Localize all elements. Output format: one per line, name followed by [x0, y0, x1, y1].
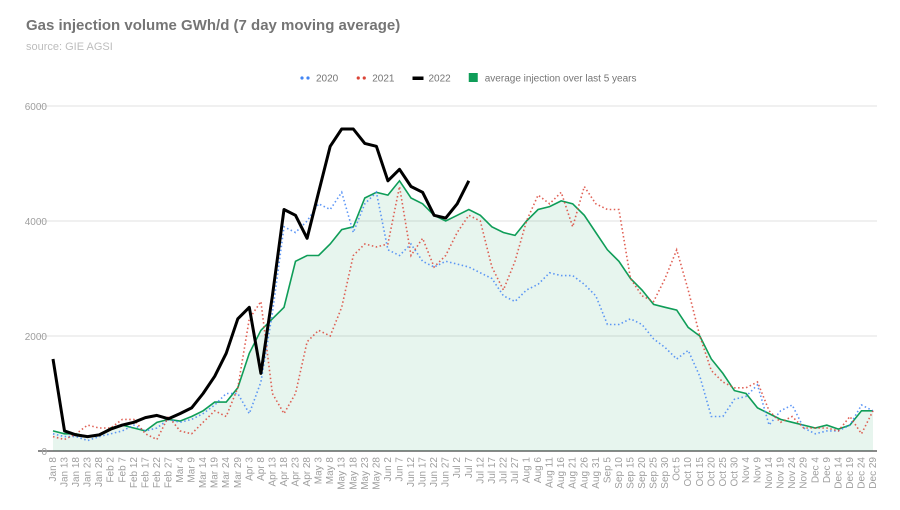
x-tick-label: Apr 13 — [267, 457, 278, 487]
x-tick-label: Jun 17 — [418, 457, 429, 487]
x-tick-label: Oct 5 — [672, 457, 683, 481]
x-tick-label: Dec 14 — [833, 457, 844, 489]
x-tick-label: May 13 — [337, 457, 348, 490]
y-tick-label: 2000 — [25, 332, 48, 343]
x-tick-label: Apr 23 — [291, 457, 302, 487]
x-tick-label: Oct 15 — [695, 457, 706, 487]
x-tick-label: Mar 19 — [210, 457, 221, 489]
x-tick-label: Dec 29 — [868, 457, 879, 489]
x-tick-label: Feb 27 — [163, 457, 174, 489]
x-tick-label: Jul 12 — [475, 457, 486, 484]
x-tick-label: Jun 22 — [429, 457, 440, 487]
x-tick-label: Aug 21 — [568, 457, 579, 489]
y-tick-label: 6000 — [25, 102, 48, 113]
x-tick-label: Aug 1 — [522, 457, 533, 484]
x-tick-label: Apr 18 — [279, 457, 290, 487]
x-tick-label: Aug 6 — [533, 457, 544, 484]
x-tick-label: May 28 — [371, 457, 382, 490]
x-tick-label: Aug 26 — [579, 457, 590, 489]
x-tick-label: Dec 4 — [810, 457, 821, 484]
x-tick-label: Nov 24 — [787, 457, 798, 489]
x-tick-label: Feb 2 — [106, 457, 117, 483]
series-line-2020 — [52, 190, 874, 442]
legend-marker-dotted — [356, 76, 360, 80]
x-tick-label: Jan 18 — [71, 457, 82, 487]
x-tick-label: Jul 2 — [452, 457, 463, 479]
x-tick-label: Jun 7 — [394, 457, 405, 482]
x-tick-label: Mar 14 — [198, 457, 209, 489]
x-tick-label: Jul 7 — [464, 457, 475, 479]
x-tick-label: Aug 16 — [556, 457, 567, 489]
x-tick-label: Mar 24 — [221, 457, 232, 489]
x-tick-label: Jun 27 — [441, 457, 452, 487]
x-tick-label: Apr 8 — [256, 457, 267, 481]
x-tick-label: Nov 19 — [776, 457, 787, 489]
x-tick-label: Nov 29 — [799, 457, 810, 489]
x-tick-label: Oct 30 — [729, 457, 740, 487]
x-tick-label: Jan 23 — [83, 457, 94, 487]
legend-marker-dotted — [306, 76, 310, 80]
x-tick-label: Sep 25 — [649, 457, 660, 489]
x-tick-label: Sep 15 — [625, 457, 636, 489]
x-tick-label: Nov 4 — [741, 457, 752, 484]
chart-title: Gas injection volume GWh/d (7 day moving… — [26, 17, 401, 34]
legend-label: average injection over last 5 years — [485, 74, 637, 85]
legend-marker-solid — [412, 76, 424, 80]
x-tick-label: Apr 3 — [244, 457, 255, 481]
x-tick-label: Sep 20 — [637, 457, 648, 489]
x-tick-label: May 18 — [348, 457, 359, 490]
y-tick-label: 4000 — [25, 217, 48, 228]
x-tick-label: Dec 24 — [856, 457, 867, 489]
x-tick-label: Oct 20 — [706, 457, 717, 487]
x-tick-label: Apr 28 — [302, 457, 313, 487]
x-tick-label: Jul 17 — [487, 457, 498, 484]
x-tick-label: Sep 5 — [602, 457, 613, 484]
x-tick-label: Feb 7 — [117, 457, 128, 483]
x-tick-label: Jun 2 — [383, 457, 394, 482]
legend-marker-dotted — [300, 76, 304, 80]
legend-marker-square — [468, 73, 478, 82]
x-tick-label: Aug 11 — [545, 457, 556, 488]
x-tick-label: May 3 — [314, 457, 325, 485]
x-tick-label: Sep 30 — [660, 457, 671, 489]
x-tick-label: Nov 9 — [753, 457, 764, 484]
x-tick-label: Sep 10 — [614, 457, 625, 489]
x-tick-label: Aug 31 — [591, 457, 602, 489]
x-tick-label: Jul 22 — [498, 457, 509, 484]
legend-label: 2020 — [316, 74, 339, 85]
x-tick-label: Jul 27 — [510, 457, 521, 484]
x-tick-label: Feb 17 — [140, 457, 151, 489]
x-tick-label: Jan 28 — [94, 457, 105, 487]
x-tick-label: Jan 13 — [60, 457, 71, 487]
x-tick-label: Mar 9 — [187, 457, 198, 483]
x-tick-label: Jun 12 — [406, 457, 417, 487]
x-tick-label: May 23 — [360, 457, 371, 490]
series-line-2022 — [51, 127, 471, 439]
x-tick-label: Nov 14 — [764, 457, 775, 489]
series-line-average — [52, 179, 873, 438]
x-tick-label: Mar 4 — [175, 457, 186, 483]
x-tick-label: May 8 — [325, 457, 336, 485]
x-tick-label: Oct 25 — [718, 457, 729, 487]
series-line-2021 — [52, 184, 874, 441]
x-tick-label: Oct 10 — [683, 457, 694, 487]
legend-label: 2021 — [372, 74, 395, 85]
x-tick-label: Dec 19 — [845, 457, 856, 489]
chart-subtitle: source: GIE AGSI — [26, 41, 113, 53]
legend-label: 2022 — [429, 74, 452, 85]
x-tick-label: Dec 9 — [822, 457, 833, 484]
average-area-fill — [53, 180, 873, 452]
legend-marker-dotted — [362, 76, 366, 80]
x-tick-label: Feb 12 — [129, 457, 140, 489]
x-tick-label: Feb 22 — [152, 457, 163, 489]
x-tick-label: Mar 29 — [233, 457, 244, 489]
y-tick-label: 0 — [41, 447, 47, 458]
x-tick-label: Jan 8 — [48, 457, 59, 482]
